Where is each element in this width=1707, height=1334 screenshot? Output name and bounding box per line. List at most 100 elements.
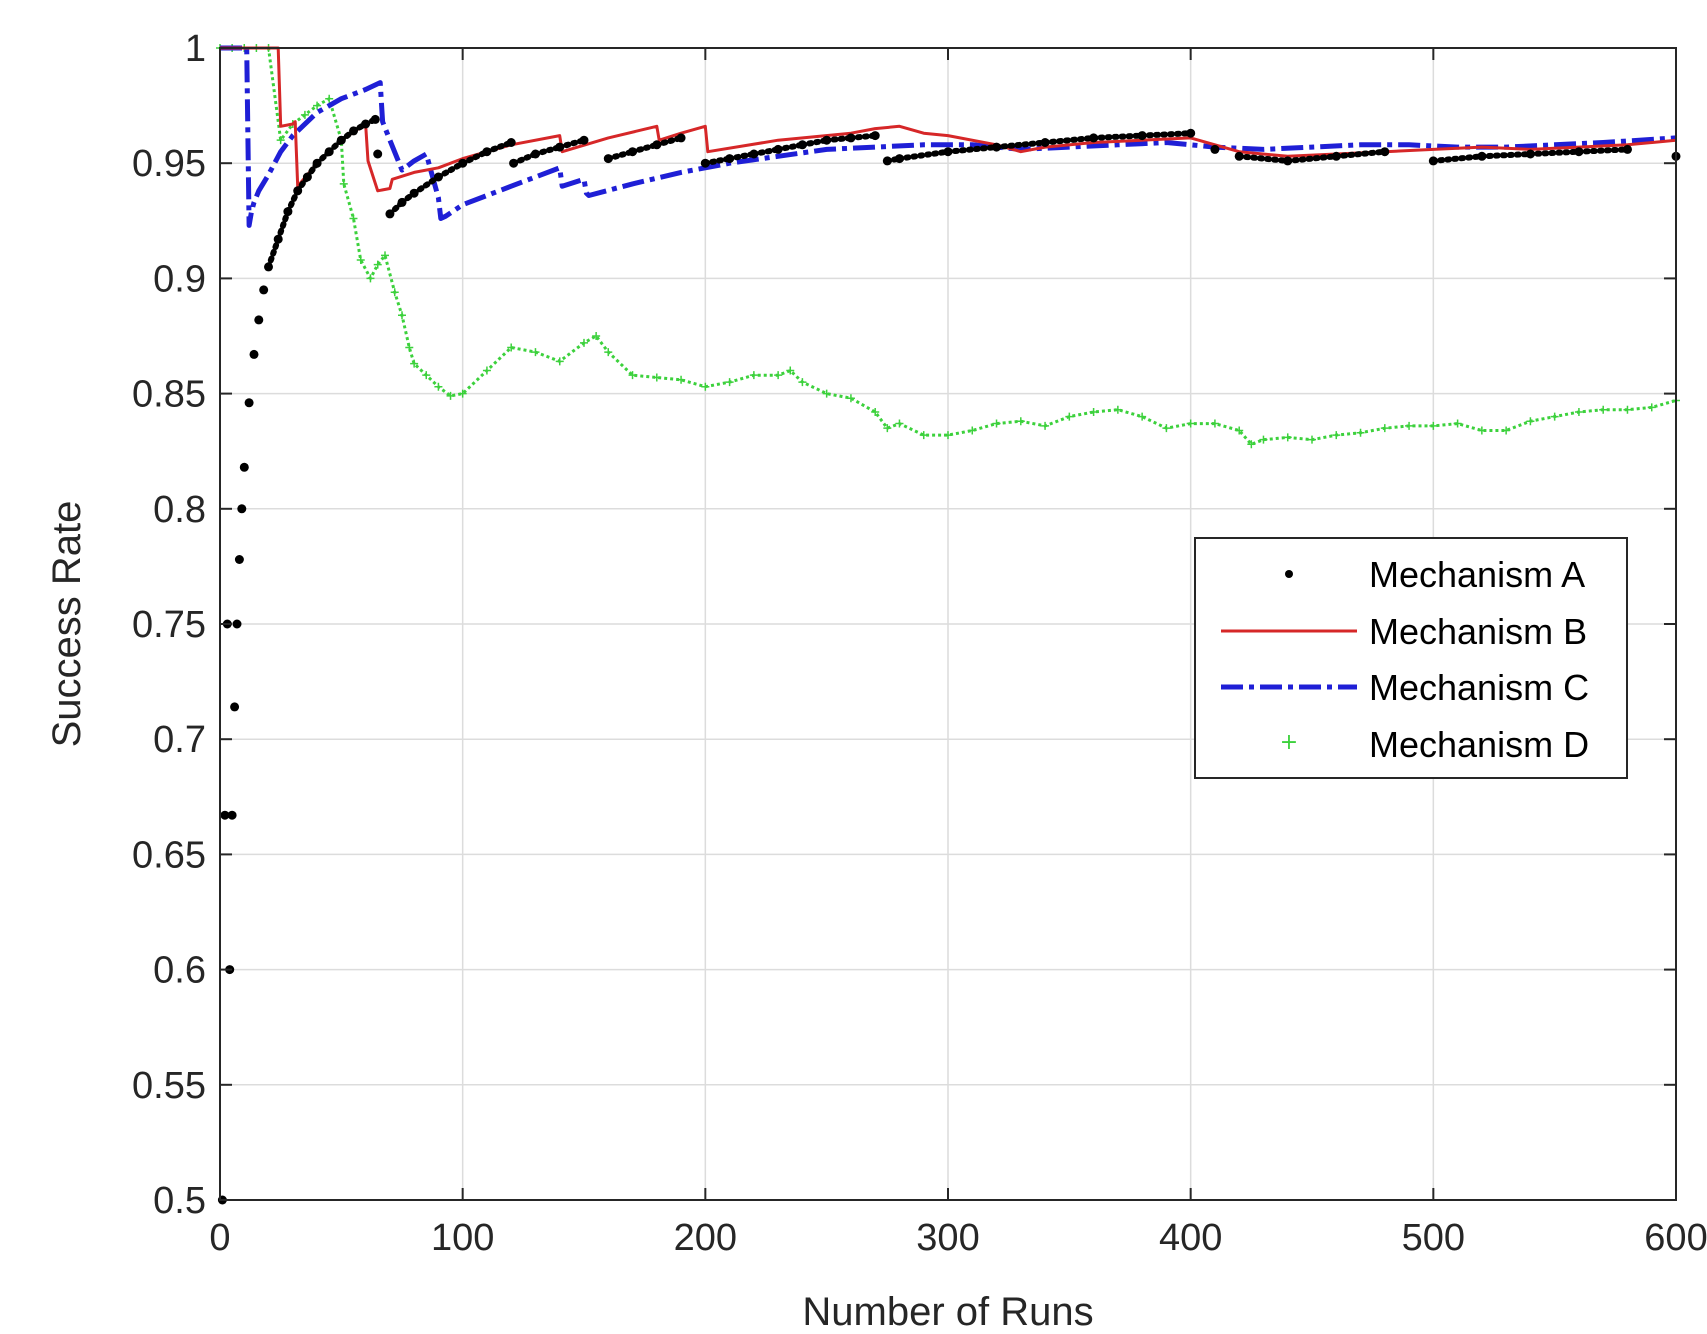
data-point xyxy=(422,371,431,380)
x-tick-label: 0 xyxy=(209,1217,230,1259)
data-point xyxy=(1235,426,1244,435)
data-point xyxy=(798,378,807,387)
data-point xyxy=(822,389,831,398)
axis-ticks: 0 100 200 300 400 500 600 0.5 0.55 0.6 0.65 0.7 0.75… xyxy=(132,28,1707,1259)
data-point xyxy=(1623,405,1632,414)
data-point xyxy=(1647,403,1656,412)
data-point xyxy=(1623,144,1632,154)
legend-swatch-d: + xyxy=(1280,730,1298,755)
data-point xyxy=(677,375,686,384)
y-tick-label: 0.5 xyxy=(153,1180,206,1222)
data-point xyxy=(276,136,285,145)
legend-label-a: Mechanism A xyxy=(1369,554,1585,595)
data-point xyxy=(398,311,406,320)
data-point xyxy=(232,619,242,629)
data-point xyxy=(373,260,382,269)
x-tick-label: 200 xyxy=(674,1217,737,1259)
point-run xyxy=(411,174,442,197)
data-point xyxy=(1138,412,1147,421)
point-run xyxy=(1284,153,1340,164)
data-point xyxy=(846,394,855,403)
data-point xyxy=(1477,426,1486,435)
series-mechanism-c xyxy=(220,45,1677,228)
data-point xyxy=(883,424,892,433)
point-run xyxy=(1575,146,1631,155)
point-run xyxy=(284,187,301,215)
data-point xyxy=(410,359,419,368)
series-layer xyxy=(216,44,1681,1205)
data-point xyxy=(919,431,928,440)
y-tick-label: 0.95 xyxy=(132,143,206,185)
point-run xyxy=(945,144,1000,155)
data-point xyxy=(725,378,734,387)
point-run xyxy=(435,160,466,180)
data-point xyxy=(992,419,1001,428)
point-run xyxy=(775,141,806,153)
data-point xyxy=(1405,421,1414,430)
point-run xyxy=(1430,153,1485,164)
data-point xyxy=(325,94,334,103)
legend-label-c: Mechanism C xyxy=(1369,667,1589,708)
data-point xyxy=(1453,419,1462,428)
data-point xyxy=(1356,428,1365,437)
data-point xyxy=(1283,433,1292,442)
data-point xyxy=(482,366,491,375)
point-run xyxy=(823,134,854,144)
data-point xyxy=(458,389,467,398)
data-point xyxy=(405,343,414,352)
data-point xyxy=(580,338,588,347)
x-tick-label: 600 xyxy=(1644,1217,1707,1259)
point-run xyxy=(1527,148,1582,157)
data-point xyxy=(1308,435,1316,444)
data-point xyxy=(249,349,259,359)
legend-box xyxy=(1194,537,1628,779)
point-run xyxy=(510,151,539,167)
data-point xyxy=(1247,440,1256,449)
data-point xyxy=(446,391,455,400)
y-tick-label: 0.55 xyxy=(132,1065,206,1107)
point-run xyxy=(605,148,636,162)
data-point xyxy=(254,315,264,325)
x-tick-label: 500 xyxy=(1402,1217,1465,1259)
point-run xyxy=(459,148,490,167)
legend-item-mechanism-d: + Mechanism D xyxy=(1280,724,1589,765)
y-tick-label: 0.9 xyxy=(153,258,206,300)
data-point xyxy=(749,371,758,380)
data-point xyxy=(1502,426,1511,435)
data-point xyxy=(507,343,516,352)
data-point xyxy=(531,348,540,357)
data-point xyxy=(1113,405,1122,414)
x-axis-label: Number of Runs xyxy=(802,1290,1093,1334)
point-run xyxy=(750,146,782,157)
data-point xyxy=(786,366,795,375)
data-point xyxy=(774,371,783,380)
data-point xyxy=(1041,421,1050,430)
point-run xyxy=(532,144,563,157)
y-tick-label: 0.6 xyxy=(153,950,206,992)
data-point xyxy=(1016,417,1025,426)
legend-item-mechanism-b: Mechanism B xyxy=(1221,611,1587,652)
data-point xyxy=(230,702,240,712)
data-point xyxy=(434,382,443,391)
data-point xyxy=(339,179,348,188)
y-tick-label: 1 xyxy=(185,28,206,70)
legend-item-mechanism-c: Mechanism C xyxy=(1221,667,1589,708)
legend-label-b: Mechanism B xyxy=(1369,611,1587,652)
data-point xyxy=(381,251,390,260)
data-point xyxy=(366,274,375,283)
data-point xyxy=(628,371,637,380)
legend: Mechanism A Mechanism B Mechanism C + Me… xyxy=(1194,537,1628,779)
data-point xyxy=(1550,412,1559,421)
point-run xyxy=(799,137,830,148)
x-tick-label: 300 xyxy=(916,1217,979,1259)
data-point xyxy=(604,348,613,357)
data-point xyxy=(1186,419,1195,428)
data-point xyxy=(239,462,249,472)
data-point xyxy=(592,332,601,340)
data-point xyxy=(244,398,254,408)
legend-label-d: Mechanism D xyxy=(1369,724,1589,765)
point-run xyxy=(275,208,291,243)
point-run xyxy=(993,139,1049,151)
data-point xyxy=(555,357,564,366)
